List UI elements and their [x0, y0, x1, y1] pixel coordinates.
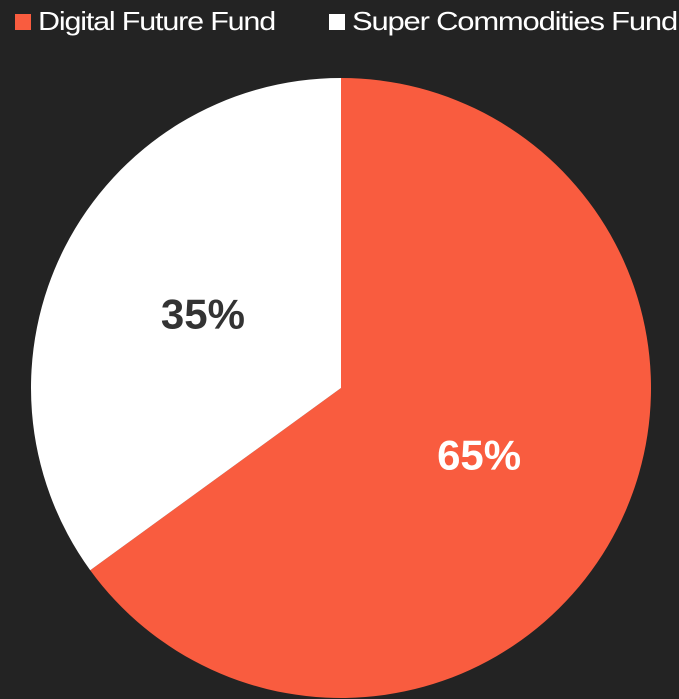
slice-label: 35% — [161, 291, 245, 338]
legend-swatch — [329, 14, 345, 30]
pie-slice — [31, 78, 342, 571]
pie-slice — [90, 78, 652, 698]
legend-swatch — [15, 14, 31, 30]
slice-label: 65% — [437, 431, 521, 478]
legend-label: Digital Future Fund — [38, 6, 275, 36]
legend-label: Super Commodities Fund — [352, 6, 677, 36]
